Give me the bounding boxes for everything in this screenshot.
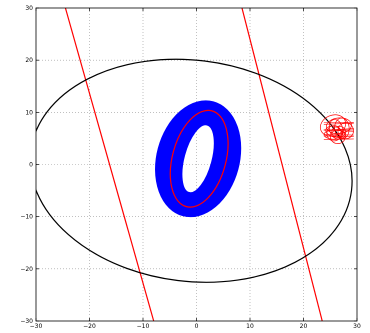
y-tick-label: 0 bbox=[29, 162, 33, 169]
x-tick-label: 10 bbox=[246, 323, 254, 330]
series-ring-3 bbox=[155, 100, 242, 218]
scribble-stroke bbox=[323, 134, 354, 136]
scribble-stroke bbox=[323, 122, 354, 125]
scribble-stroke bbox=[323, 138, 354, 140]
series-ellipse-4 bbox=[169, 109, 229, 208]
axis-ticks: −30 −20 −10 0 10 20 30 30 20 10 0 −10 −20 −30 bbox=[20, 5, 361, 330]
scribble-loop bbox=[334, 117, 350, 140]
scribble-stroke bbox=[323, 135, 354, 137]
y-tick-label: 20 bbox=[25, 57, 33, 64]
grid-lines bbox=[36, 8, 357, 321]
series-line-0 bbox=[64, 8, 155, 321]
y-tick-label: −10 bbox=[20, 214, 33, 221]
y-tick-label: −30 bbox=[20, 318, 33, 325]
x-tick-label: 30 bbox=[353, 323, 361, 330]
series-layer bbox=[36, 8, 354, 321]
x-tick-label: −30 bbox=[30, 323, 43, 330]
x-tick-label: −20 bbox=[83, 323, 96, 330]
y-tick-label: −20 bbox=[20, 266, 33, 273]
y-tick-label: 10 bbox=[25, 109, 33, 116]
series-scribble-5 bbox=[319, 114, 354, 144]
x-tick-label: 20 bbox=[300, 323, 308, 330]
x-tick-label: 0 bbox=[195, 323, 199, 330]
series-line-1 bbox=[241, 8, 323, 321]
scribble-stroke bbox=[323, 129, 354, 132]
series-ellipse-2 bbox=[36, 58, 353, 283]
scribble-loop bbox=[328, 119, 344, 140]
x-tick-label: −10 bbox=[137, 323, 150, 330]
y-tick-label: 30 bbox=[25, 5, 33, 12]
